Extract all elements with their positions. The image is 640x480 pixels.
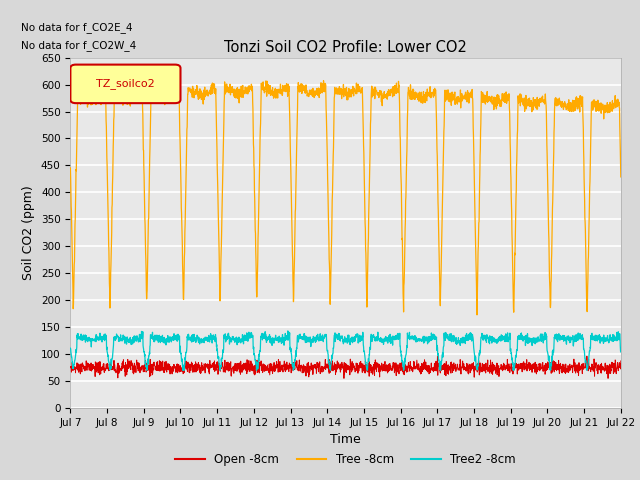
Text: No data for f_CO2W_4: No data for f_CO2W_4	[21, 40, 136, 51]
FancyBboxPatch shape	[70, 65, 180, 103]
Legend: Open -8cm, Tree -8cm, Tree2 -8cm: Open -8cm, Tree -8cm, Tree2 -8cm	[170, 448, 521, 470]
Y-axis label: Soil CO2 (ppm): Soil CO2 (ppm)	[22, 185, 35, 280]
X-axis label: Time: Time	[330, 433, 361, 446]
Text: TZ_soilco2: TZ_soilco2	[96, 78, 155, 89]
Text: No data for f_CO2E_4: No data for f_CO2E_4	[21, 23, 132, 34]
Title: Tonzi Soil CO2 Profile: Lower CO2: Tonzi Soil CO2 Profile: Lower CO2	[224, 40, 467, 55]
